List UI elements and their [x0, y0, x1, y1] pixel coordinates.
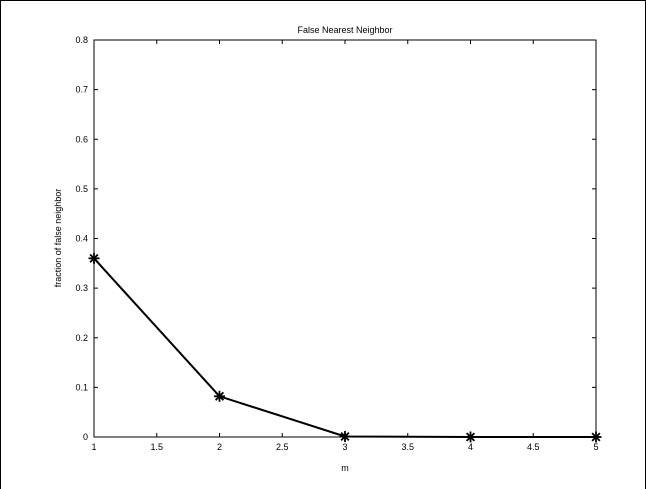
- y-tick-label: 0.6: [75, 134, 88, 144]
- y-tick-label: 0.7: [75, 85, 88, 95]
- y-tick-label: 0.8: [75, 35, 88, 45]
- y-tick-label: 0: [83, 432, 88, 442]
- x-axis-label: m: [341, 463, 349, 473]
- marker-stroke: [89, 253, 99, 263]
- y-tick-label: 0.2: [75, 333, 88, 343]
- chart-title: False Nearest Neighbor: [297, 25, 392, 35]
- marker-stroke: [340, 431, 350, 442]
- marker-stroke: [214, 391, 225, 401]
- series-group: [88, 252, 602, 443]
- x-tick-label: 4: [468, 442, 473, 452]
- x-tick-label: 2.5: [276, 442, 289, 452]
- data-point-marker: [214, 390, 225, 402]
- y-tick-label: 0.1: [75, 382, 88, 392]
- marker-stroke: [465, 432, 476, 442]
- data-point-marker: [590, 431, 602, 443]
- plot-area: [93, 39, 597, 438]
- y-tick-label: 0.5: [75, 184, 88, 194]
- x-tick-label: 5: [593, 442, 598, 452]
- data-point-marker: [465, 431, 476, 443]
- y-axis-label: fraction of false neighbor: [53, 189, 63, 288]
- x-tick-label: 2: [217, 442, 222, 452]
- x-tick-label: 3.5: [401, 442, 414, 452]
- data-point-marker: [339, 431, 351, 443]
- x-tick-label: 4.5: [527, 442, 540, 452]
- x-tick-label: 1.5: [150, 442, 163, 452]
- marker-stroke: [591, 432, 601, 442]
- y-tick-label: 0.4: [75, 234, 88, 244]
- data-point-marker: [88, 252, 100, 264]
- x-tick-label: 3: [342, 442, 347, 452]
- axis-ticks: 1 1.5 2 2.5 3 3.5 4 4.5 5 0 0.1 0.2 0.3 0.4 0.5 0.6 0.7 0…: [75, 35, 598, 452]
- y-tick-label: 0.3: [75, 283, 88, 293]
- x-tick-label: 1: [91, 442, 96, 452]
